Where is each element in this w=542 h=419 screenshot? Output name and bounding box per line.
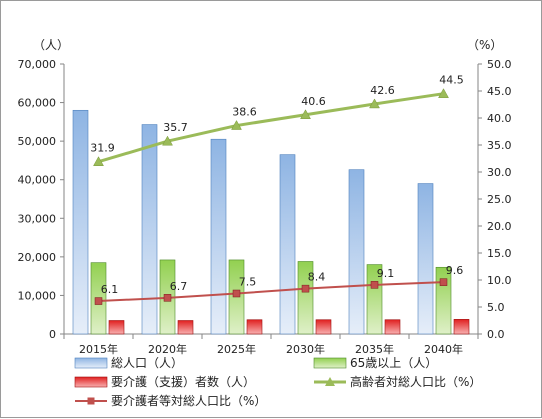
data-label-aged-ratio: 40.6 [301,95,326,108]
left-tick-label: 60,000 [18,97,57,110]
bar-care-needed [177,320,194,335]
marker-care-ratio [370,281,379,289]
x-tick-label: 2025年 [217,342,256,356]
bar-aged-65-plus [435,266,452,335]
left-tick-label: 20,000 [18,251,57,264]
x-tick-label: 2030年 [286,342,325,356]
legend-label: 高齢者対総人口比（%） [350,374,481,389]
bar-total-population [210,138,227,335]
marker-aged-ratio [369,98,380,109]
line-care-ratio [98,281,444,303]
right-tick-label: 5.0 [487,301,505,314]
legend-swatch [313,357,347,369]
bar-total-population [348,169,365,335]
marker-care-ratio [439,278,448,286]
data-label-care-ratio: 8.4 [308,271,326,284]
bar-care-needed [315,319,332,335]
data-label-care-ratio: 6.7 [170,280,188,293]
marker-care-ratio [301,284,310,293]
legend-marker [325,377,335,386]
bar-care-needed [384,319,401,335]
marker-aged-ratio [162,135,173,146]
legend-label: 総人口（人） [111,356,183,370]
marker-aged-ratio [93,156,104,166]
right-tick-label: 50.0 [487,58,512,71]
x-tick-label: 2020年 [148,342,187,356]
marker-aged-ratio [438,88,449,98]
marker-aged-ratio [231,120,242,130]
bar-care-needed [108,320,125,335]
left-tick-label: 70,000 [18,58,57,71]
legend-label: 要介護者等対総人口比（%） [111,393,266,408]
data-label-aged-ratio: 42.6 [370,84,395,97]
bar-total-population [72,109,89,335]
data-label-care-ratio: 7.5 [239,276,257,289]
legend-marker [87,397,95,405]
right-tick-label: 40.0 [487,112,512,125]
right-tick-label: 30.0 [487,166,512,179]
bar-care-needed [453,319,470,335]
bar-aged-65-plus [297,261,314,335]
left-tick-label: 50,000 [18,135,57,148]
left-tick-label: 30,000 [18,212,57,225]
marker-aged-ratio [300,109,311,120]
legend-swatch [74,357,108,369]
right-tick-label: 35.0 [487,139,512,152]
data-label-care-ratio: 9.6 [446,264,464,277]
bar-total-population [279,154,296,335]
data-label-aged-ratio: 44.5 [439,74,464,87]
marker-care-ratio [163,294,172,302]
plot-area: 0 10,000 20,000 30,000 40,000 50,000 60,000 70,… [18,58,512,356]
line-aged-ratio [98,92,444,164]
data-label-aged-ratio: 31.9 [90,142,115,155]
bar-total-population [141,124,158,335]
x-tick-label: 2040年 [424,342,463,356]
data-label-care-ratio: 9.1 [377,267,395,280]
right-tick-label: 0.0 [487,328,505,341]
left-axis-unit: （人） [33,38,69,52]
left-tick-label: 10,000 [18,289,57,302]
bar-care-needed [246,319,263,335]
right-tick-label: 20.0 [487,220,512,233]
data-label-aged-ratio: 35.7 [163,121,188,134]
bar-total-population [417,183,434,335]
legend-label: 要介護（支援）者数（人） [111,374,255,389]
right-tick-label: 45.0 [487,85,512,98]
right-axis-unit: （%） [467,38,502,52]
legend: 総人口（人） 65歳以上（人） 要介護（支援）者数（人） 高齢者対総人口比（%） 要介護… [74,356,481,408]
legend-swatch [74,376,108,388]
marker-care-ratio [94,297,103,305]
left-tick-label: 40,000 [18,174,57,187]
x-tick-label: 2035年 [355,342,394,356]
data-label-aged-ratio: 38.6 [232,106,257,119]
left-tick-label: 0 [49,328,56,341]
data-label-care-ratio: 6.1 [101,283,119,296]
right-tick-label: 10.0 [487,274,512,287]
right-tick-label: 25.0 [487,193,512,206]
right-tick-label: 15.0 [487,247,512,260]
x-tick-label: 2015年 [79,342,118,356]
legend-label: 65歳以上（人） [350,356,437,370]
marker-care-ratio [232,289,241,298]
